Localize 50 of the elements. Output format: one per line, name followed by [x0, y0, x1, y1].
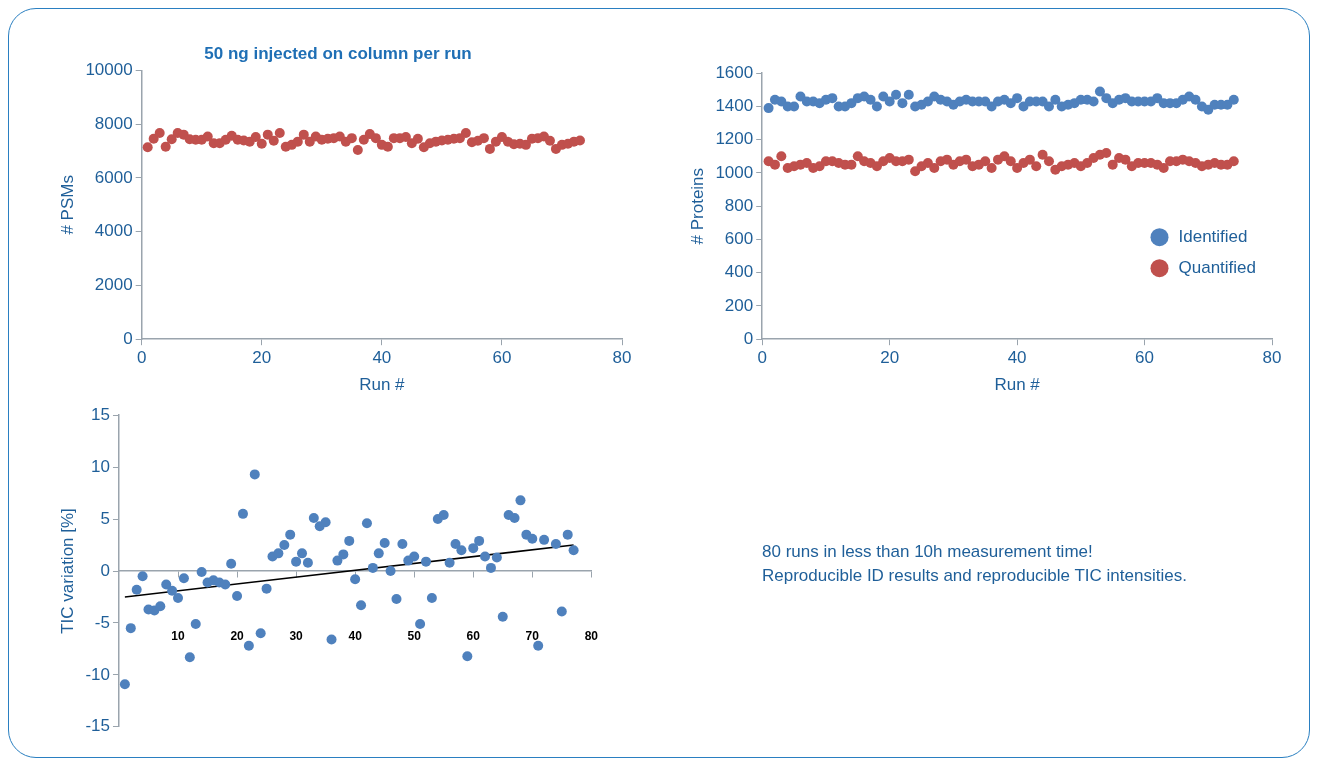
x-tick-label: 60	[466, 628, 481, 643]
x-tick-label: 30	[289, 628, 304, 643]
y-tick-label: 4000	[94, 221, 133, 241]
x-tick-label: 40	[1007, 348, 1027, 368]
y-tick-label: 1400	[715, 96, 754, 116]
y-tick-label: 600	[724, 229, 754, 249]
x-tick-label: 60	[1135, 348, 1155, 368]
y-tick-label: 5	[100, 508, 110, 528]
x-tick-label: 0	[136, 348, 147, 368]
y-tick-label: -15	[85, 716, 110, 736]
y-tick-label: -5	[94, 612, 110, 632]
x-tick-label: 80	[1262, 348, 1282, 368]
x-tick-label: 80	[612, 348, 632, 368]
x-tick-label: 20	[252, 348, 272, 368]
y-axis-title: # PSMs	[57, 175, 77, 235]
x-tick-label: 40	[372, 348, 392, 368]
y-tick-label: 400	[724, 262, 754, 282]
y-tick-label: 1600	[715, 62, 754, 82]
y-tick-label: 0	[743, 328, 754, 348]
x-tick-label: 10	[171, 628, 186, 643]
x-tick-label: 80	[584, 628, 599, 643]
text: Reproducible ID results and reproducible TIC intensities.	[762, 565, 1188, 587]
legend-label: Quantified	[1178, 257, 1256, 277]
y-tick-label: 10	[91, 456, 110, 476]
x-tick-label: 20	[230, 628, 245, 643]
y-tick-label: 6000	[94, 167, 133, 187]
x-tick-label: 50	[407, 628, 422, 643]
y-tick-label: 200	[724, 295, 754, 315]
y-tick-label: 1000	[715, 162, 754, 182]
x-tick-label: 70	[525, 628, 540, 643]
x-axis-title: Run #	[994, 375, 1041, 395]
y-axis-title: # Proteins	[687, 167, 707, 245]
y-tick-label: -10	[85, 664, 110, 684]
y-tick-label: 2000	[94, 275, 133, 295]
y-tick-label: 800	[724, 195, 754, 215]
x-tick-label: 60	[492, 348, 512, 368]
y-tick-label: 0	[100, 560, 110, 580]
y-tick-label: 0	[123, 328, 133, 348]
y-axis-title: TIC variation [%]	[57, 508, 77, 634]
x-tick-label: 40	[348, 628, 363, 643]
x-tick-label: 20	[880, 348, 900, 368]
text: 80 runs in less than 10h measurement time!	[762, 541, 1094, 563]
x-axis-title: Run #	[359, 375, 406, 395]
y-tick-label: 15	[91, 404, 110, 424]
x-tick-label: 0	[757, 348, 767, 368]
y-tick-label: 1200	[715, 129, 754, 149]
y-tick-label: 10000	[85, 60, 133, 80]
legend-label: Identified	[1178, 226, 1248, 246]
chart-title: 50 ng injected on column per run	[204, 43, 472, 63]
y-tick-label: 8000	[94, 113, 133, 133]
